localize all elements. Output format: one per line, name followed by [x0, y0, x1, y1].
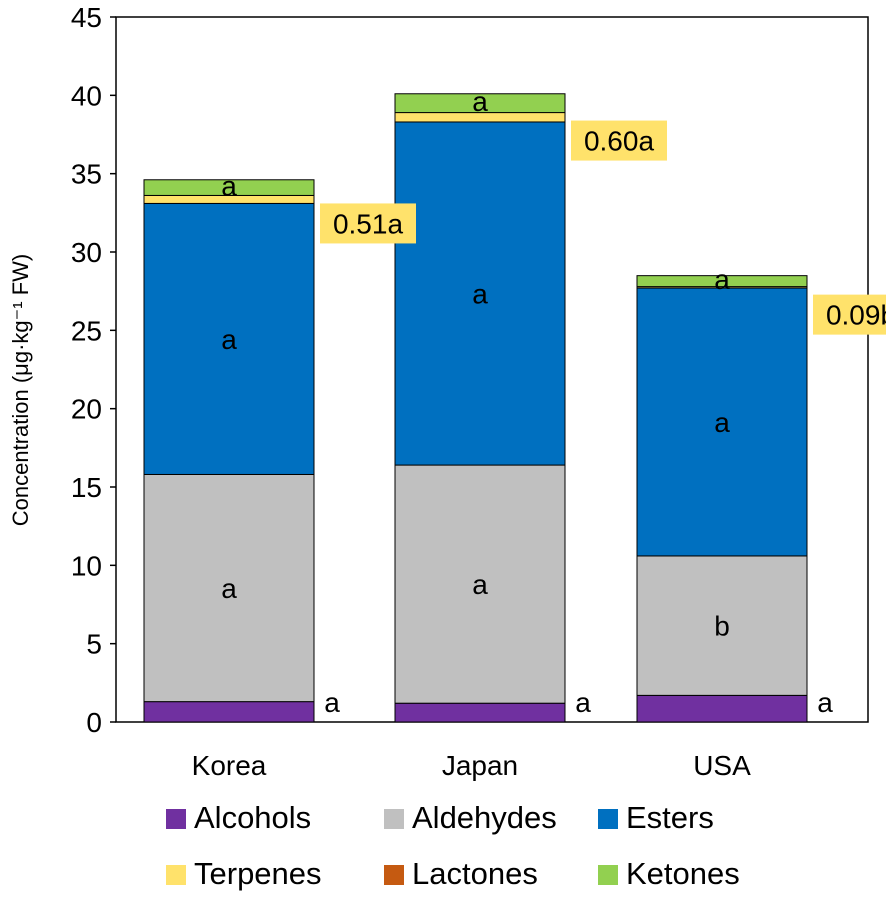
letter-alcohols-japan: a: [575, 687, 591, 718]
x-tick-label-japan: Japan: [442, 750, 518, 781]
letter-aldehydes-usa: b: [714, 611, 730, 642]
legend-swatch-terpenes: [166, 865, 186, 885]
y-tick-label: 0: [86, 707, 102, 738]
bars: [143, 93, 808, 723]
letter-terpenes-usa: 0.09b: [826, 300, 886, 331]
y-tick-label: 5: [86, 629, 102, 660]
bar-segment-ketones-korea: [143, 179, 315, 196]
terpenes-callout-box-japan: [571, 120, 667, 161]
legend-swatch-alcohols: [166, 809, 186, 829]
terpenes-callout-box-korea: [320, 203, 416, 244]
letter-ketones-japan: a: [472, 86, 488, 117]
legend-label-alcohols: Alcohols: [194, 800, 311, 835]
legend-swatch-esters: [598, 809, 618, 829]
bar-segment-esters-korea: [143, 202, 315, 475]
legend-label-terpenes: Terpenes: [194, 856, 322, 891]
legend-label-aldehydes: Aldehydes: [412, 800, 557, 835]
legend: Alcohols Aldehydes Esters Terpenes Lactones K…: [166, 800, 740, 891]
legend-swatch-aldehydes: [384, 809, 404, 829]
terpenes-callout-box-usa: [813, 294, 886, 335]
letter-aldehydes-korea: a: [221, 573, 237, 604]
bar-segment-esters-japan: [394, 121, 566, 466]
bar-segment-aldehydes-korea: [143, 473, 315, 703]
letter-alcohols-usa: a: [817, 687, 833, 718]
letter-ketones-korea: a: [221, 171, 237, 202]
y-tick-label: 20: [71, 394, 102, 425]
y-axis: 0 5 10 15 20 25 30 35 40 45: [71, 2, 116, 738]
legend-swatch-ketones: [598, 865, 618, 885]
letter-esters-japan: a: [472, 279, 488, 310]
bar-segment-alcohols-korea: [143, 701, 315, 723]
bar-segment-ketones-usa: [636, 275, 808, 288]
bar-segment-ketones-japan: [394, 93, 566, 114]
letter-esters-korea: a: [221, 324, 237, 355]
y-tick-label: 15: [71, 472, 102, 503]
x-tick-label-korea: Korea: [192, 750, 267, 781]
y-tick-label: 30: [71, 237, 102, 268]
x-tick-label-usa: USA: [693, 750, 751, 781]
y-tick-label: 40: [71, 80, 102, 111]
bar-segment-aldehydes-japan: [394, 464, 566, 704]
bar-segment-aldehydes-usa: [636, 555, 808, 696]
legend-label-lactones: Lactones: [412, 856, 538, 891]
x-axis: Korea Japan USA: [192, 750, 751, 781]
y-tick-label: 45: [71, 2, 102, 33]
bar-segment-esters-usa: [636, 287, 808, 557]
annotations: a a a a 0.51a a a a a 0.60a a b a a 0.09b: [221, 86, 886, 718]
legend-swatch-lactones: [384, 865, 404, 885]
legend-label-esters: Esters: [626, 800, 714, 835]
letter-esters-usa: a: [714, 407, 730, 438]
y-tick-label: 35: [71, 159, 102, 190]
letter-alcohols-korea: a: [324, 687, 340, 718]
legend-label-ketones: Ketones: [626, 856, 740, 891]
y-tick-label: 10: [71, 550, 102, 581]
letter-terpenes-japan: 0.60a: [584, 126, 654, 157]
bar-segment-alcohols-usa: [636, 694, 808, 723]
y-tick-label: 25: [71, 315, 102, 346]
bar-segment-alcohols-japan: [394, 702, 566, 723]
letter-ketones-usa: a: [714, 264, 730, 295]
y-axis-title: Concentration (μg·kg⁻¹ FW): [8, 254, 33, 526]
letter-terpenes-korea: 0.51a: [333, 208, 403, 239]
letter-aldehydes-japan: a: [472, 569, 488, 600]
